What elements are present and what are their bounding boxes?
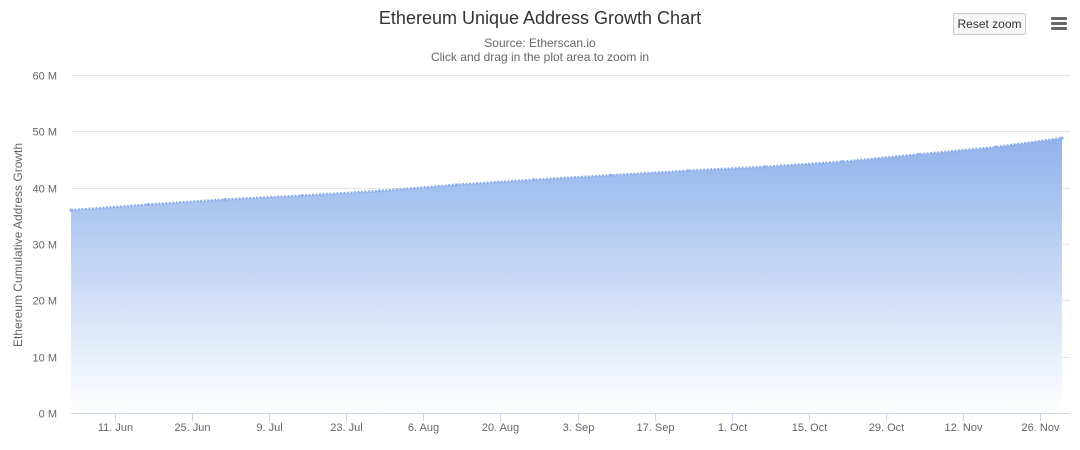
data-point: [300, 194, 304, 198]
chart-title: Ethereum Unique Address Growth Chart: [378, 8, 702, 28]
data-point: [531, 178, 536, 182]
data-point: [1060, 136, 1064, 140]
data-point: [686, 169, 690, 173]
area-series: [69, 136, 1064, 413]
x-tick-label: 6. Aug: [408, 422, 439, 434]
hamburger-menu-icon[interactable]: [1048, 14, 1070, 36]
x-tick-label: 29. Oct: [869, 422, 904, 434]
data-point: [377, 189, 381, 193]
x-tick-label: 11. Jun: [98, 422, 133, 434]
reset-zoom-button[interactable]: Reset zoom: [953, 13, 1026, 35]
x-tick-label: 9. Jul: [256, 422, 282, 434]
data-point: [840, 160, 844, 164]
data-point: [917, 152, 921, 156]
x-tick-label: 25. Jun: [174, 422, 210, 434]
x-tick-label: 3. Sep: [563, 422, 595, 434]
x-tick-label: 15. Oct: [792, 422, 827, 434]
y-tick-label: 30 M: [33, 240, 57, 252]
chart-subtitle-zoom-hint: Click and drag in the plot area to zoom …: [430, 50, 650, 64]
data-point: [994, 145, 998, 149]
data-point: [146, 203, 150, 207]
x-tick-label: 20. Aug: [482, 422, 519, 434]
y-tick-label: 60 M: [33, 71, 57, 83]
data-point: [69, 208, 73, 212]
x-tick-label: 1. Oct: [718, 422, 747, 434]
x-tick-label: 17. Sep: [637, 422, 675, 434]
data-point: [608, 173, 613, 177]
chart-subtitle-source: Source: Etherscan.io: [484, 36, 596, 50]
area-fill: [71, 138, 1062, 413]
y-tick-label: 40 M: [33, 184, 57, 196]
data-point: [223, 197, 227, 202]
y-axis-label: Ethereum Cumulative Address Growth: [11, 143, 25, 347]
x-tick-label: 26. Nov: [1022, 422, 1060, 434]
x-tick-label: 12. Nov: [945, 422, 983, 434]
y-tick-label: 0 M: [39, 409, 57, 421]
data-point: [763, 165, 767, 169]
axes: 0 M 10 M 20 M 30 M 40 M 50 M 60 M 11. Jun 25. Ju…: [33, 71, 1070, 434]
y-tick-label: 10 M: [33, 353, 57, 365]
y-tick-label: 50 M: [33, 127, 57, 139]
y-tick-label: 20 M: [33, 296, 57, 308]
x-tick-label: 23. Jul: [330, 422, 362, 434]
series-line: [70, 136, 1063, 212]
data-point: [454, 183, 458, 187]
